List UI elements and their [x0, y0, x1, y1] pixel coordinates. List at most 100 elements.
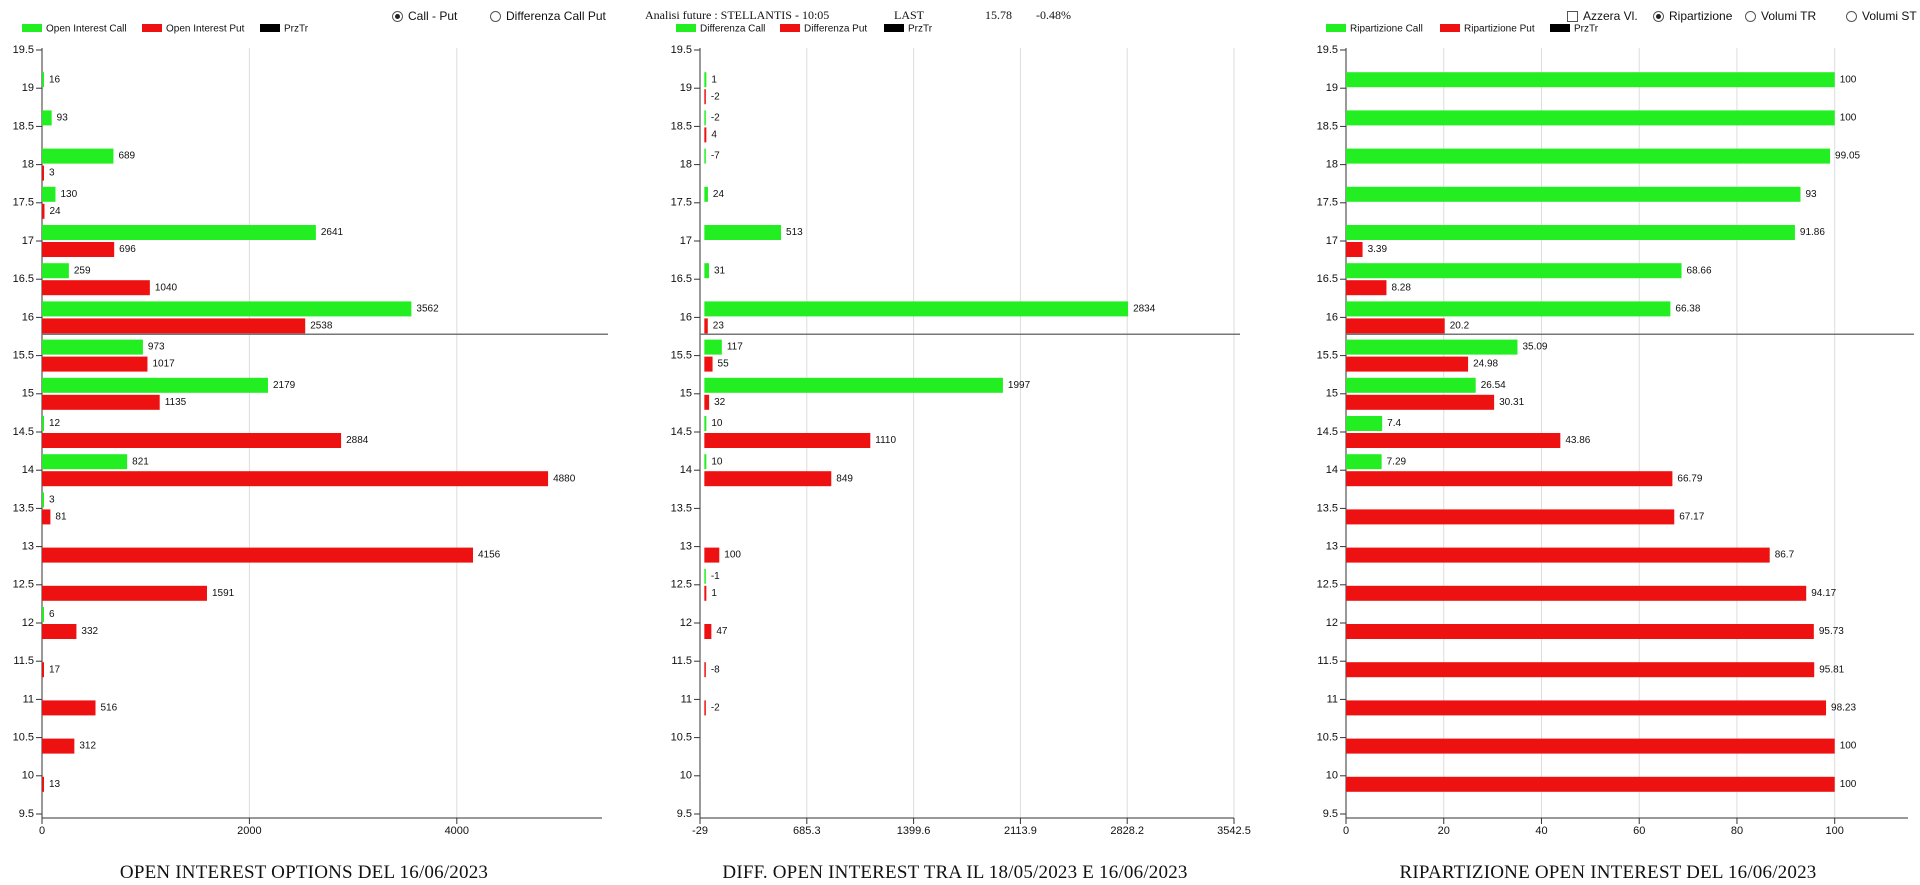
bar: [42, 280, 150, 296]
bar: [1346, 263, 1682, 279]
legend-swatch: [1326, 24, 1346, 32]
bar: [42, 165, 44, 181]
last-label: LAST: [894, 8, 924, 22]
data-label: 6: [49, 609, 55, 620]
y-tick-label: 17: [680, 235, 692, 247]
data-label: -2: [711, 113, 720, 124]
y-tick-label: 13: [22, 541, 34, 553]
data-label: 259: [74, 265, 91, 276]
y-tick-label: 13: [1326, 541, 1338, 553]
bar: [1346, 662, 1815, 678]
data-label: 2538: [310, 321, 333, 332]
y-tick-label: 14: [22, 464, 34, 476]
data-label: 10: [711, 456, 723, 467]
y-tick-label: 12: [680, 617, 692, 629]
y-tick-label: 14.5: [1317, 426, 1338, 438]
volumi-tr-label: Volumi TR: [1761, 9, 1817, 23]
bar: [1346, 776, 1835, 792]
data-label: 849: [836, 473, 853, 484]
data-label: 32: [714, 397, 726, 408]
y-tick-label: 17.5: [13, 197, 34, 209]
volumi-tr-radio[interactable]: Volumi TR: [1745, 9, 1816, 23]
mode-call-put-radio[interactable]: Call - Put: [392, 9, 457, 23]
data-label: 20.2: [1450, 321, 1470, 332]
y-tick-label: 13.5: [671, 502, 692, 514]
data-label: 513: [786, 227, 803, 238]
bar: [1346, 186, 1801, 202]
y-tick-label: 11.5: [1317, 655, 1338, 667]
ripartizione-radio[interactable]: Ripartizione: [1653, 9, 1732, 23]
data-label: 312: [79, 741, 96, 752]
y-tick-label: 18.5: [13, 120, 34, 132]
data-label: -2: [711, 703, 720, 714]
radio-selected-icon: [392, 10, 403, 22]
data-label: 93: [57, 113, 69, 124]
bar: [704, 263, 709, 279]
x-tick-label: 80: [1731, 825, 1743, 837]
bar: [704, 394, 710, 410]
bar: [42, 356, 148, 372]
x-tick-label: 40: [1535, 825, 1547, 837]
data-label: 117: [727, 342, 743, 353]
data-label: 3562: [416, 304, 439, 315]
bar: [704, 433, 871, 448]
legend-label: PrzTr: [908, 24, 933, 35]
y-tick-label: 16: [680, 311, 692, 323]
bar: [704, 624, 712, 639]
bar: [42, 318, 306, 334]
data-label: 24.98: [1473, 359, 1498, 370]
azzera-checkbox[interactable]: Azzera Vl.: [1567, 9, 1638, 23]
bar: [704, 225, 782, 240]
data-label: 332: [81, 626, 98, 637]
y-tick-label: 10: [1326, 770, 1338, 782]
bar: [704, 89, 706, 105]
y-tick-label: 13.5: [1317, 502, 1338, 514]
legend-swatch: [780, 24, 800, 32]
data-label: 98.23: [1831, 703, 1856, 714]
bar: [42, 607, 44, 622]
data-label: 81: [55, 512, 67, 523]
data-label: 100: [1840, 741, 1857, 752]
y-tick-label: 12.5: [671, 579, 692, 591]
ripartizione-label: Ripartizione: [1669, 9, 1733, 23]
bar: [42, 339, 143, 355]
data-label: 696: [119, 244, 136, 255]
bar: [42, 148, 114, 164]
bar: [1346, 301, 1671, 317]
data-label: 55: [718, 359, 730, 370]
legend-swatch: [676, 24, 696, 32]
volumi-st-radio[interactable]: Volumi ST: [1846, 9, 1917, 23]
data-label: 1591: [212, 588, 235, 599]
bar: [42, 662, 44, 678]
bar: [704, 339, 722, 355]
y-tick-label: 15: [680, 388, 692, 400]
x-tick-label: 3542.5: [1217, 825, 1251, 837]
mode-diff-radio[interactable]: Differenza Call Put: [490, 9, 606, 23]
data-label: 13: [49, 779, 61, 790]
y-tick-label: 11: [681, 693, 692, 705]
bar: [42, 203, 45, 219]
x-tick-label: 60: [1633, 825, 1645, 837]
data-label: 91.86: [1800, 227, 1825, 238]
bar: [1346, 110, 1835, 126]
bar: [704, 700, 706, 716]
data-label: 26.54: [1481, 380, 1506, 391]
bar: [1346, 242, 1363, 257]
y-tick-label: 18: [680, 159, 692, 171]
mode-call-put-label: Call - Put: [408, 9, 458, 23]
bar: [1346, 394, 1495, 410]
data-label: 93: [1805, 189, 1817, 200]
legend-label: Open Interest Call: [46, 24, 127, 35]
y-tick-label: 14: [680, 464, 692, 476]
bar: [42, 242, 115, 257]
data-label: 17: [49, 664, 61, 675]
bar: [1346, 700, 1827, 716]
data-label: 821: [132, 456, 149, 467]
y-tick-label: 19: [1326, 82, 1338, 94]
data-label: 8.28: [1391, 282, 1411, 293]
bar: [42, 454, 128, 470]
mode-diff-label: Differenza Call Put: [506, 9, 606, 23]
change-value: -0.48%: [1036, 8, 1071, 22]
data-label: 66.38: [1675, 304, 1700, 315]
